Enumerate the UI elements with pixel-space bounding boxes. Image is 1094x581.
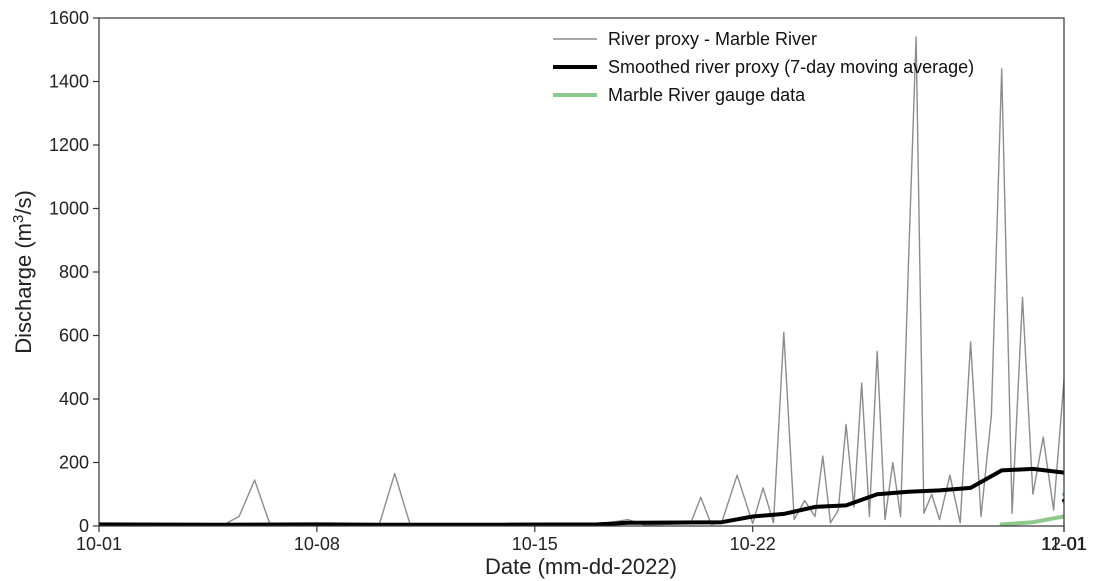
series-line-smoothed-proxy [99, 466, 1064, 526]
x-axis-title: Date (mm-dd-2022) [485, 554, 677, 579]
y-tick-label: 1600 [49, 8, 89, 28]
series-line-gauge-data [999, 492, 1064, 526]
x-tick-label: 11-01 [1042, 534, 1087, 554]
axis-ticks [93, 17, 1065, 532]
y-tick-label: 600 [59, 326, 89, 346]
legend: River proxy - Marble River Smoothed rive… [553, 29, 974, 105]
legend-label-proxy: River proxy - Marble River [608, 29, 817, 49]
y-axis-title-main: Discharge (m [11, 223, 36, 354]
x-tick-label: 10-15 [512, 534, 558, 554]
x-tick-label: 12-01 [1041, 534, 1087, 554]
legend-label-smoothed: Smoothed river proxy (7-day moving avera… [608, 57, 974, 77]
y-tick-label: 400 [59, 389, 89, 409]
y-tick-label: 0 [79, 516, 89, 536]
y-axis-title-superscript: 3 [10, 215, 27, 223]
y-tick-label: 1000 [49, 199, 89, 219]
x-tick-label: 10-01 [76, 534, 122, 554]
y-axis-title: Discharge (m3/s) [10, 190, 36, 354]
y-axis-title-tail: /s) [11, 190, 36, 214]
x-tick-label: 10-08 [294, 534, 340, 554]
series-line-river-proxy [99, 36, 1064, 526]
plot-frame [98, 17, 1065, 527]
y-tick-label: 1400 [49, 72, 89, 92]
y-tick-label: 200 [59, 453, 89, 473]
series-layer [99, 36, 1064, 526]
y-tick-label: 1200 [49, 135, 89, 155]
tick-labels: 10-0110-0810-1510-2211-0111-0811-1511-22… [49, 8, 1087, 554]
y-tick-label: 800 [59, 262, 89, 282]
legend-label-gauge: Marble River gauge data [608, 85, 806, 105]
x-tick-label: 10-22 [730, 534, 776, 554]
